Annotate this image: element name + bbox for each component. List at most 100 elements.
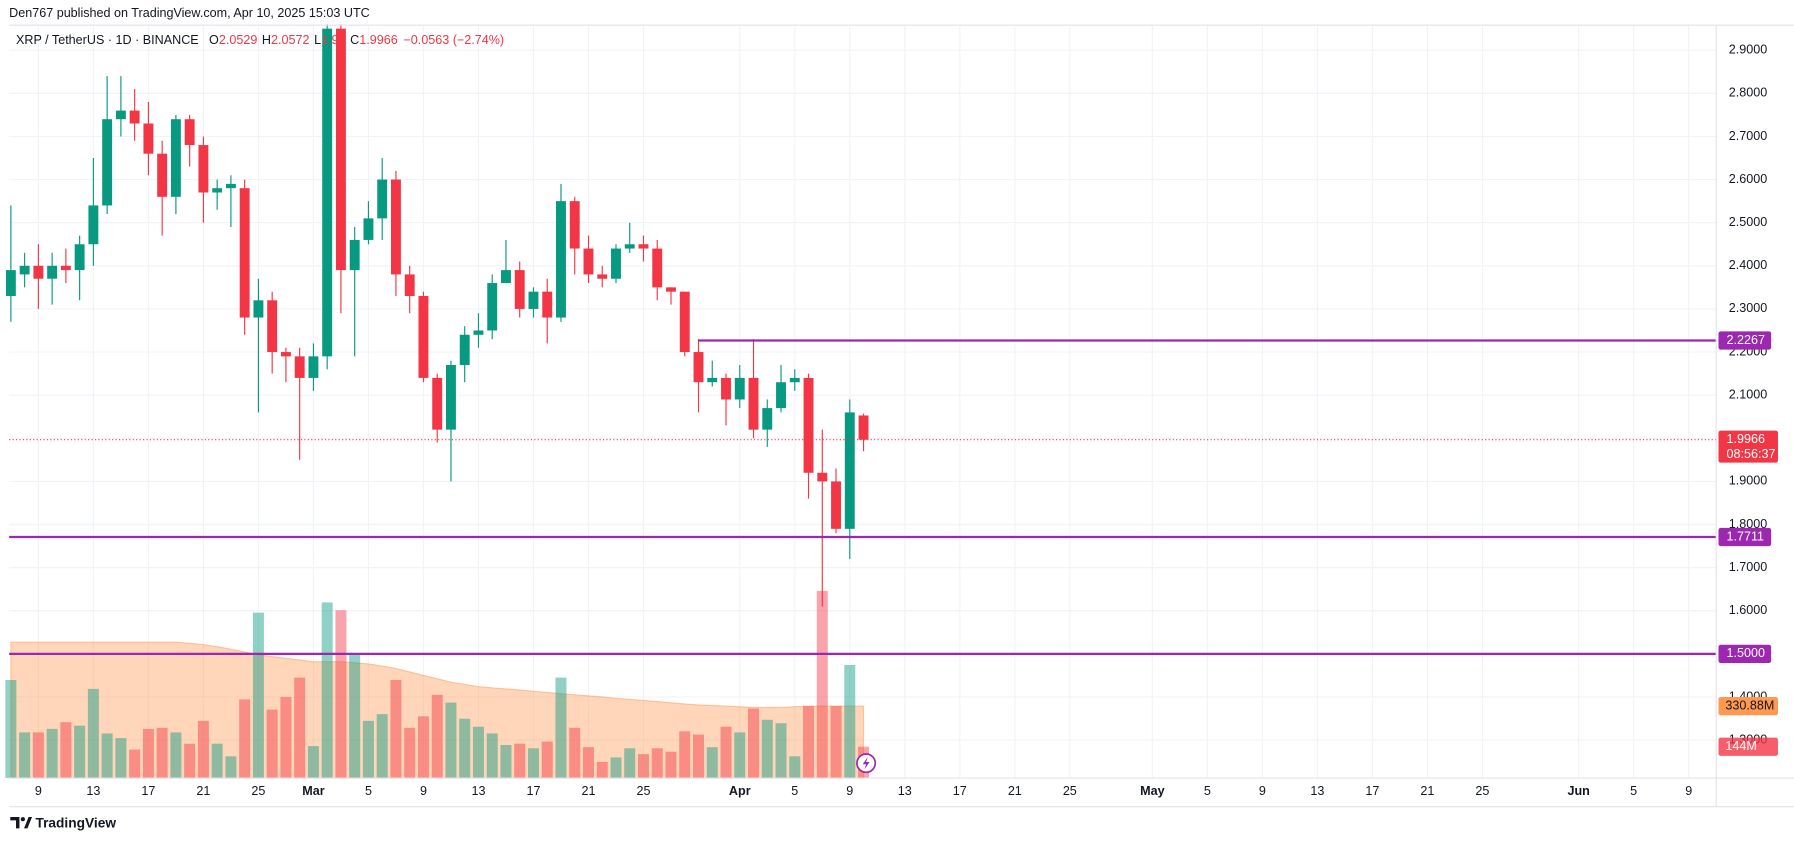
candle-body: [817, 472, 828, 482]
candle-body: [583, 248, 594, 275]
legend-key: H: [262, 34, 271, 48]
candle-body: [88, 205, 99, 245]
candle-body: [611, 248, 621, 279]
candle-body: [349, 239, 360, 271]
candle-body: [47, 265, 58, 279]
axes: 1.30001.40001.50001.60001.70001.80001.90…: [35, 43, 1778, 798]
volume-bar: [748, 708, 760, 779]
x-tick-label: 9: [846, 784, 853, 798]
candle-body: [679, 291, 690, 353]
volume-bar: [362, 720, 374, 779]
candle-body: [390, 179, 401, 275]
candle-body: [33, 265, 44, 279]
volume-bar: [5, 680, 17, 779]
y-tick-label: 2.7000: [1729, 129, 1767, 143]
legend-key: C: [350, 34, 359, 48]
volume-bar: [789, 756, 801, 779]
candle-body: [721, 377, 731, 400]
x-tick-label: 9: [420, 784, 427, 798]
volume-bar: [197, 720, 209, 779]
candle-body: [102, 119, 113, 206]
volume-bar: [720, 726, 732, 779]
x-tick-label: 9: [1259, 784, 1266, 798]
x-tick-label: 17: [953, 784, 967, 798]
volume-bar: [335, 610, 347, 779]
volume-bar: [74, 725, 86, 779]
volume-bar: [156, 727, 168, 779]
candle-body: [776, 382, 786, 409]
volume-bar: [665, 751, 677, 779]
candle-body: [707, 377, 718, 383]
volume-bar: [142, 728, 154, 779]
candle-body: [487, 283, 498, 331]
price-marker-label: 2.2267: [1726, 333, 1764, 347]
candle-body: [858, 415, 869, 440]
y-tick-label: 2.4000: [1729, 258, 1767, 272]
candle-body: [501, 270, 511, 284]
volume-bar: [170, 732, 182, 779]
price-marker-box: [1718, 527, 1772, 547]
candle-body: [542, 291, 553, 318]
candle-body: [844, 412, 855, 529]
volume-bar: [459, 718, 471, 779]
candle-body: [762, 408, 773, 430]
candle-body: [569, 201, 580, 249]
volume-bar: [225, 756, 237, 779]
candle-body: [239, 188, 250, 318]
candle-body: [652, 248, 663, 288]
legend-value: 2.0529: [219, 34, 257, 48]
last-price-label: 1.9966: [1726, 432, 1764, 446]
volume-bar: [60, 722, 72, 779]
candle-body: [831, 481, 841, 529]
volume-bar: [115, 738, 127, 779]
candle-body: [459, 334, 470, 365]
x-tick-label: 13: [1310, 784, 1324, 798]
volume-bar: [706, 747, 718, 779]
y-tick-label: 2.5000: [1729, 215, 1767, 229]
candle-body: [115, 110, 126, 120]
x-tick-label: May: [1140, 784, 1164, 798]
volume-bar: [624, 748, 636, 779]
candle-body: [212, 188, 223, 193]
volume-ma-area: [10, 641, 865, 779]
x-tick-label: 25: [1475, 784, 1489, 798]
price-marker-box: [1718, 331, 1772, 350]
candle-body: [432, 377, 443, 430]
candle-body: [335, 28, 346, 271]
candle-body: [514, 270, 525, 309]
volume-bar: [596, 761, 608, 779]
candle-body: [5, 270, 16, 296]
x-tick-label: 21: [581, 784, 595, 798]
volume-bar: [445, 702, 457, 779]
volume-marker-label: 144M: [1725, 739, 1756, 753]
candle-body: [294, 356, 305, 378]
volume-marker-box: [1718, 737, 1778, 756]
candle-body: [322, 28, 333, 357]
candle-body: [693, 352, 704, 383]
y-tick-label: 2.1000: [1729, 387, 1767, 401]
volume-marker-box: [1718, 696, 1778, 716]
x-tick-label: 9: [35, 784, 42, 798]
candle-body: [404, 274, 415, 296]
x-tick-label: Mar: [302, 784, 324, 798]
volume-bar: [803, 706, 815, 779]
y-tick-label: 1.6000: [1729, 603, 1767, 617]
x-tick-label: 5: [365, 784, 372, 798]
legend-values: O2.0529 H2.0572 L1.97 C1.9966 −0.0563 (−2.74…: [209, 34, 504, 48]
legend-value: 1.9966: [359, 34, 397, 48]
candle-body: [748, 377, 759, 430]
price-marker-label: 1.5000: [1726, 646, 1764, 660]
x-tick-label: 13: [471, 784, 485, 798]
candle-body: [803, 377, 814, 473]
volume-bar: [87, 688, 99, 779]
candle-body: [157, 153, 168, 197]
footer-brand: TradingView: [35, 815, 116, 830]
volume-marker-label: 330.88M: [1725, 698, 1774, 712]
volume-bar: [527, 748, 539, 779]
publish-header: Den767 published on TradingView.com, Apr…: [9, 6, 370, 20]
volume-bar: [349, 654, 361, 779]
candle-body: [638, 244, 649, 249]
candle-body: [170, 119, 181, 197]
